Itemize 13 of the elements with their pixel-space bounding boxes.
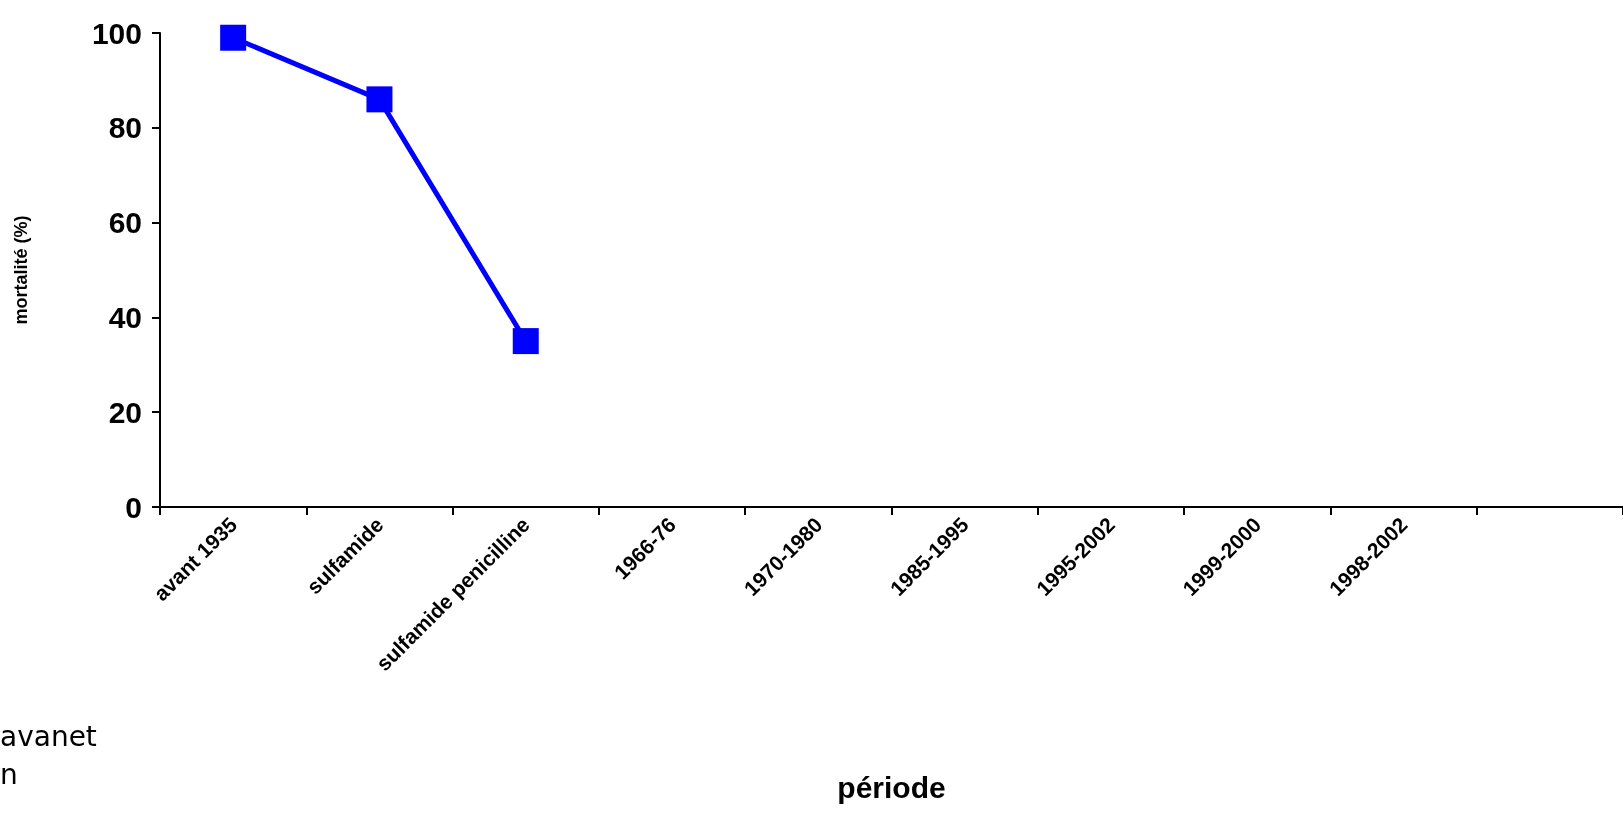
point <box>220 24 247 51</box>
text: avanet <box>0 719 97 755</box>
y-tick-label: 60 <box>108 206 142 240</box>
y-tick-label: 100 <box>91 16 142 50</box>
text: n <box>0 757 19 793</box>
point <box>366 86 393 113</box>
x-axis-title: période <box>837 770 946 804</box>
y-tick-label: 80 <box>108 111 142 145</box>
y-tick-label: 20 <box>108 395 142 429</box>
y-tick-label: 40 <box>108 300 142 334</box>
point <box>512 328 539 355</box>
y-axis-title: mortalité (%) <box>11 215 31 325</box>
y-tick-label: 0 <box>125 490 142 524</box>
